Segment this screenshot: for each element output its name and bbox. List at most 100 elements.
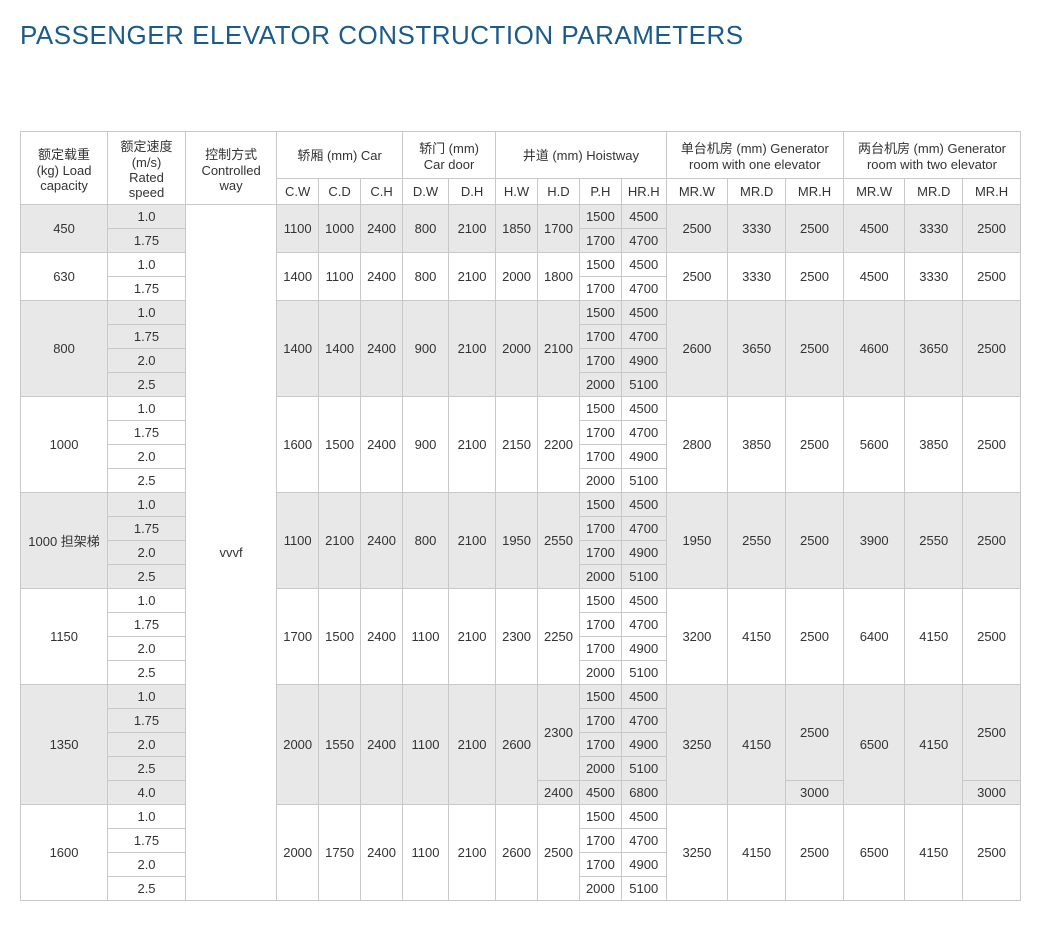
col-cw: C.W	[277, 178, 319, 204]
cell: 1500	[319, 589, 361, 685]
cell: 5100	[621, 373, 666, 397]
cell: 3250	[666, 685, 728, 805]
cell: 1700	[579, 229, 621, 253]
cell: 1850	[496, 205, 538, 253]
cell: 1700	[579, 613, 621, 637]
cell: 2100	[449, 685, 496, 805]
cell: 2100	[319, 493, 361, 589]
cell: 2200	[538, 397, 580, 493]
cell: 1550	[319, 685, 361, 805]
cell: 2400	[361, 805, 403, 901]
cell: 1.75	[108, 325, 186, 349]
cell: 2500	[786, 397, 844, 493]
cell: 4500	[579, 781, 621, 805]
cell: 1.0	[108, 301, 186, 325]
cell: 2.0	[108, 637, 186, 661]
table-row: 1000 担架梯1.011002100240080021001950255015…	[21, 493, 1021, 517]
cell: 2.5	[108, 757, 186, 781]
col-ph: P.H	[579, 178, 621, 204]
cell: 6500	[843, 685, 904, 805]
cell: 2400	[361, 301, 403, 397]
cell: 1100	[402, 589, 448, 685]
cell: 2.5	[108, 469, 186, 493]
cell: 2300	[496, 589, 538, 685]
cell: 2.0	[108, 541, 186, 565]
col-dh: D.H	[449, 178, 496, 204]
col-mrh1: MR.H	[786, 178, 844, 204]
cell: 3850	[728, 397, 786, 493]
cell: 4500	[843, 205, 904, 253]
cell: 2600	[496, 685, 538, 805]
cell: 3200	[666, 589, 728, 685]
cell: 2.5	[108, 373, 186, 397]
cell: 2100	[449, 397, 496, 493]
cell: 4700	[621, 229, 666, 253]
col-mrw1: MR.W	[666, 178, 728, 204]
cell: 5100	[621, 565, 666, 589]
cell: 3900	[843, 493, 904, 589]
cell: 2.5	[108, 661, 186, 685]
cell: 4150	[728, 589, 786, 685]
cell: 3330	[728, 205, 786, 253]
cell: 4700	[621, 277, 666, 301]
cell: 2600	[496, 805, 538, 901]
cell: 2000	[277, 805, 319, 901]
cell: 1150	[21, 589, 108, 685]
cell: 2000	[579, 469, 621, 493]
cell: 2500	[963, 253, 1021, 301]
cell: 6800	[621, 781, 666, 805]
cell: 2500	[666, 205, 728, 253]
cell: 1700	[538, 205, 580, 253]
table-row: 8001.01400140024009002100200021001500450…	[21, 301, 1021, 325]
cell: 3000	[786, 781, 844, 805]
cell: 3000	[963, 781, 1021, 805]
cell: 2500	[963, 685, 1021, 781]
cell: 1500	[579, 301, 621, 325]
col-load: 额定载重 (kg) Load capacity	[21, 132, 108, 205]
cell: 1000	[319, 205, 361, 253]
cell: 4900	[621, 853, 666, 877]
col-hw: H.W	[496, 178, 538, 204]
cell: 4700	[621, 613, 666, 637]
col-mrd1: MR.D	[728, 178, 786, 204]
cell: 1.75	[108, 709, 186, 733]
cell: 3330	[728, 253, 786, 301]
col-speed: 额定速度 (m/s) Rated speed	[108, 132, 186, 205]
cell: 2.5	[108, 565, 186, 589]
cell: 4700	[621, 421, 666, 445]
cell: 2500	[786, 205, 844, 253]
cell: 1700	[579, 517, 621, 541]
cell: 2100	[449, 301, 496, 397]
cell: 1700	[579, 445, 621, 469]
cell: 2000	[579, 757, 621, 781]
col-hoistway: 井道 (mm) Hoistway	[496, 132, 667, 179]
table-head: 额定载重 (kg) Load capacity 额定速度 (m/s) Rated…	[21, 132, 1021, 205]
cell: 1950	[666, 493, 728, 589]
cell: 900	[402, 301, 448, 397]
cell: 4150	[905, 589, 963, 685]
cell: 4500	[621, 205, 666, 229]
cell: 4.0	[108, 781, 186, 805]
col-dw: D.W	[402, 178, 448, 204]
cell: 5600	[843, 397, 904, 493]
cell: 2300	[538, 685, 580, 781]
cell: 1500	[579, 685, 621, 709]
cell: 2400	[361, 685, 403, 805]
cell: 900	[402, 397, 448, 493]
cell: 800	[402, 253, 448, 301]
cell: 1750	[319, 805, 361, 901]
table-row: 4501.0vvvf110010002400800210018501700150…	[21, 205, 1021, 229]
cell: 4150	[728, 685, 786, 805]
col-mrd2: MR.D	[905, 178, 963, 204]
cell: 2500	[786, 253, 844, 301]
cell: 6400	[843, 589, 904, 685]
cell: 2500	[963, 301, 1021, 397]
cell: 1.0	[108, 397, 186, 421]
cell: 4700	[621, 709, 666, 733]
cell: 1100	[277, 493, 319, 589]
cell: 2500	[963, 205, 1021, 253]
cell: 2550	[538, 493, 580, 589]
cell: 2000	[496, 253, 538, 301]
cell: 1100	[402, 685, 448, 805]
cell: 1.0	[108, 805, 186, 829]
